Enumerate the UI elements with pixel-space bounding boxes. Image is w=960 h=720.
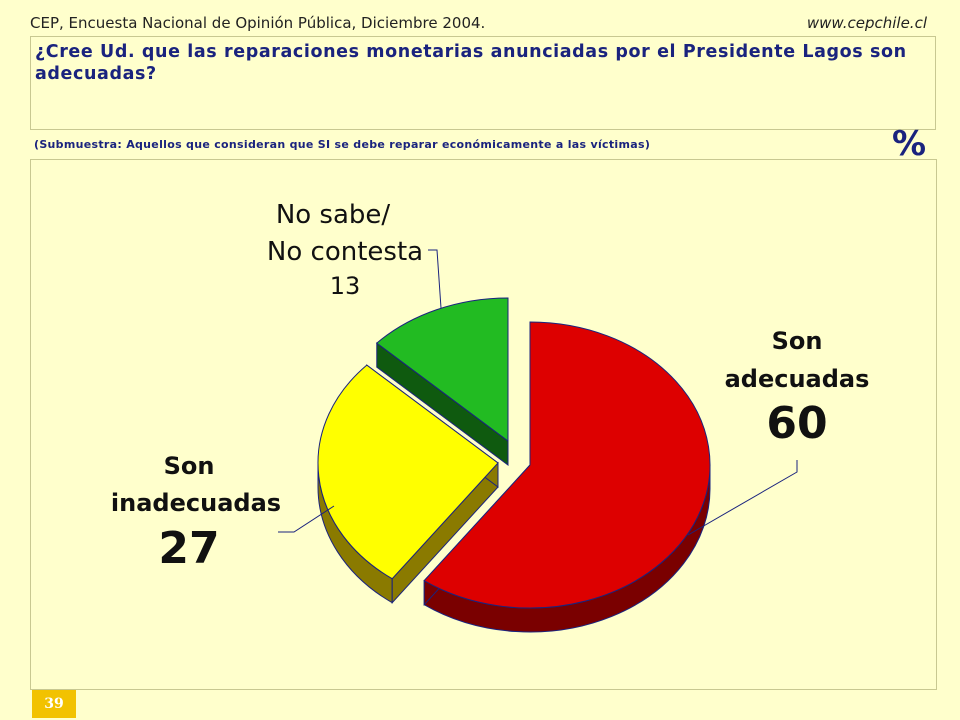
slice-inadecuadas (317, 364, 499, 580)
label-adecuadas-line2: adecuadas (725, 365, 870, 393)
label-nosabe-line2: No contesta (267, 237, 423, 267)
percent-unit: % (892, 124, 927, 164)
question-box: ¿Cree Ud. que las reparaciones monetaria… (30, 36, 936, 130)
website-link[interactable]: www.cepchile.cl (806, 14, 927, 32)
leader-line-nosabe (428, 249, 442, 309)
leader-line-adecuadas (687, 460, 798, 536)
subsample-note: (Submuestra: Aquellos que consideran que… (34, 138, 651, 151)
pie-slices (317, 297, 711, 633)
question-text: ¿Cree Ud. que las reparaciones monetaria… (35, 42, 907, 84)
page-number: 39 (32, 690, 76, 718)
slice-nosabe (375, 297, 509, 442)
slice-adecuadas (423, 321, 711, 609)
value-nosabe: 13 (330, 272, 361, 300)
value-inadecuadas: 27 (158, 523, 219, 574)
leader-lines (278, 249, 798, 536)
label-adecuadas-line1: Son (772, 327, 823, 355)
label-inadecuadas-line2: inadecuadas (111, 489, 281, 517)
value-adecuadas: 60 (766, 398, 827, 449)
label-inadecuadas-line1: Son (164, 452, 215, 480)
label-nosabe-line1: No sabe/ (276, 200, 391, 230)
leader-line-inadecuadas (278, 505, 335, 533)
source-caption: CEP, Encuesta Nacional de Opinión Públic… (30, 14, 486, 32)
